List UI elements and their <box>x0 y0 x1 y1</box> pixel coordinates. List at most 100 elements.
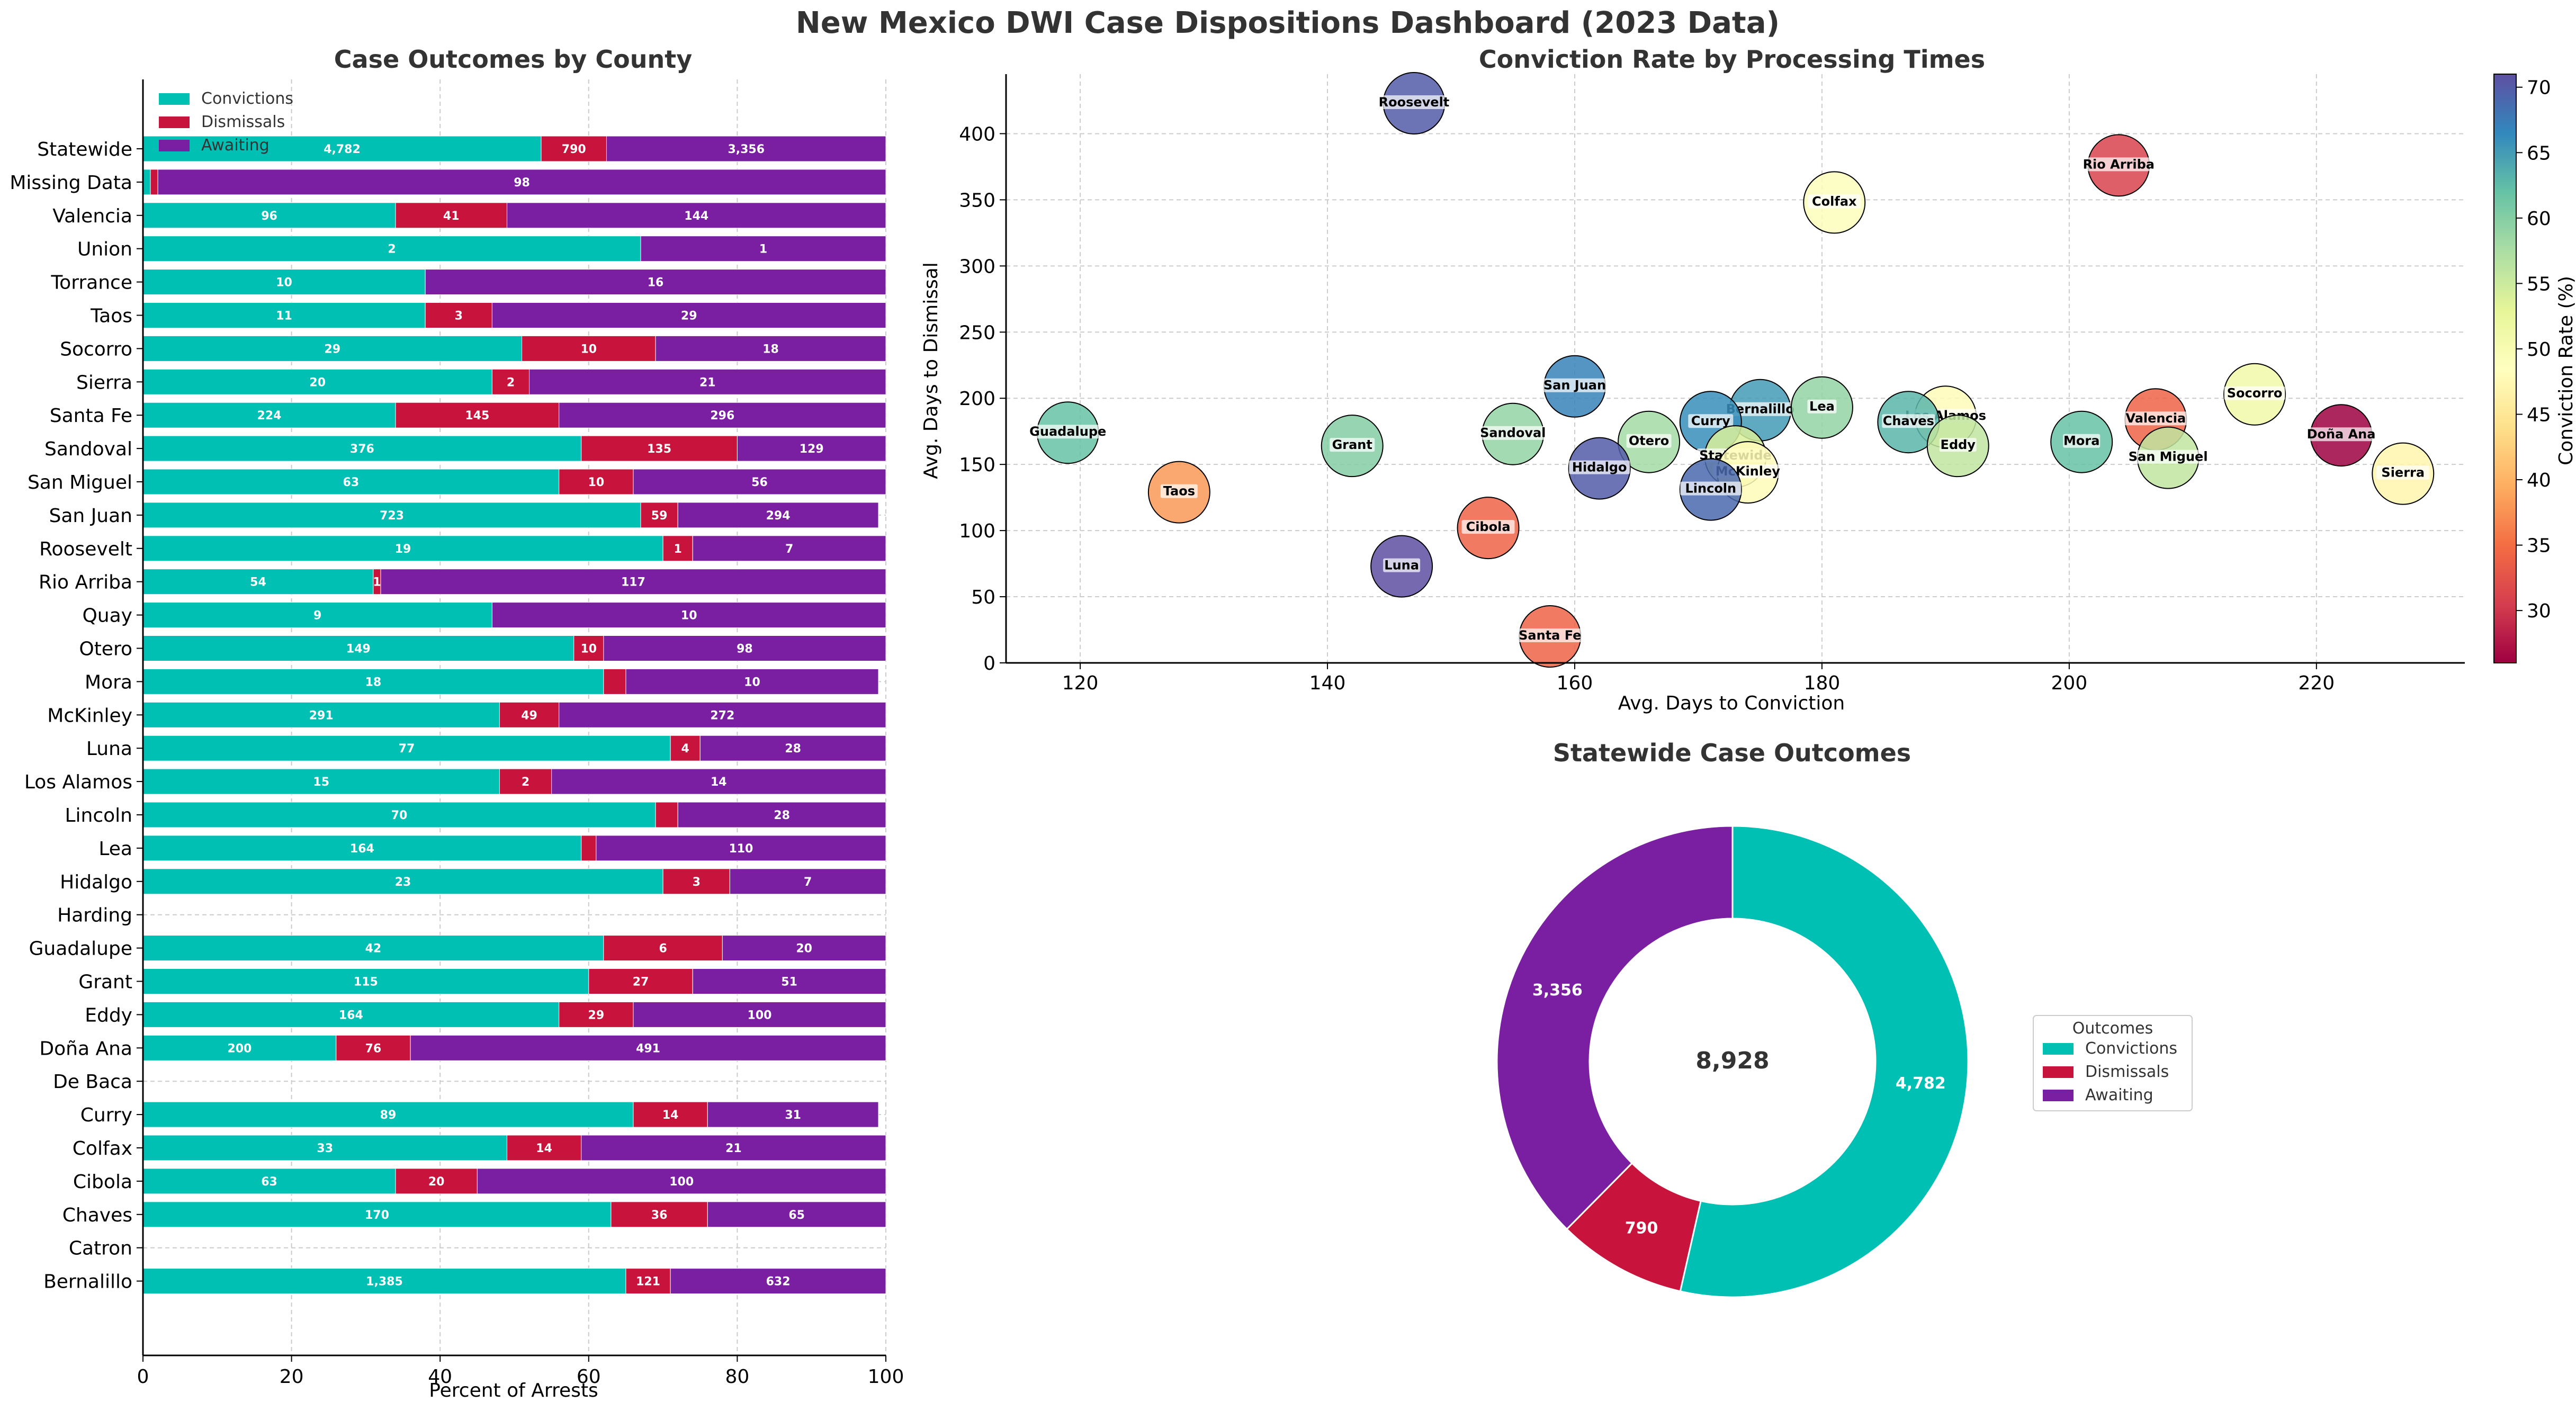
bar-segment-awaiting <box>677 502 879 528</box>
bar-x-tick-label: 20 <box>280 1366 304 1388</box>
bar-segment-awaiting <box>692 968 886 994</box>
bar-value-label: 29 <box>681 310 697 323</box>
donut-legend-title: Outcomes <box>2072 1019 2153 1038</box>
bar-value-label: 70 <box>391 809 408 822</box>
donut-slice-value: 3,356 <box>1532 981 1583 1000</box>
bar-chart-legend: Convictions Dismissals Awaiting <box>159 89 293 155</box>
bar-segment-awaiting <box>633 469 886 495</box>
bar-value-label: 135 <box>647 443 671 456</box>
bar-segment-awaiting <box>559 702 886 728</box>
bar-segment-awaiting <box>699 735 886 761</box>
bar-value-label: 4 <box>681 742 689 756</box>
bar-segment-convictions <box>142 768 500 795</box>
bubble-label: Chaves <box>1883 414 1934 428</box>
bubble-label: Sandoval <box>1480 426 1546 441</box>
bar-segment-dismissals <box>499 702 560 728</box>
county-label: Luna <box>86 738 132 760</box>
bar-segment-dismissals <box>395 402 560 428</box>
bubble-label-background <box>1688 414 1734 428</box>
bar-segment-dismissals <box>603 935 723 961</box>
scatter-y-tick-label: 50 <box>971 587 995 608</box>
donut-legend-label-convictions: Convictions <box>2085 1039 2177 1058</box>
bubble-label-background <box>1939 438 1977 452</box>
bar-value-label: 129 <box>800 443 824 456</box>
bar-segment-awaiting <box>380 569 886 595</box>
bubble-label: San Miguel <box>2129 450 2208 464</box>
bar-x-axis-label: Percent of Arrests <box>429 1380 598 1401</box>
bar-segment-awaiting <box>506 202 886 229</box>
bar-segment-convictions <box>142 169 151 195</box>
scatter-y-axis-label: Avg. Days to Dismissal <box>920 262 942 479</box>
bar-segment-awaiting <box>551 768 886 795</box>
bar-value-label: 42 <box>365 942 382 956</box>
county-label: Curry <box>80 1104 132 1126</box>
bar-segment-dismissals <box>336 1035 411 1061</box>
bar-value-label: 14 <box>711 776 727 789</box>
bar-value-label: 790 <box>562 143 586 156</box>
bar-value-label: 9 <box>313 609 321 623</box>
processing-times-chart: Conviction Rate by Processing Times Roos… <box>920 45 2576 714</box>
bar-segment-awaiting <box>729 868 886 895</box>
bar-value-label: 296 <box>710 409 734 423</box>
bar-value-label: 632 <box>766 1275 791 1289</box>
legend-label-convictions: Convictions <box>201 89 293 108</box>
county-outcomes-chart: Case Outcomes by County 4,782 790 3,356989… <box>10 45 904 1401</box>
bubble-label: Roosevelt <box>1379 95 1450 110</box>
bubble-label-background <box>1375 95 1452 109</box>
bubble-label-background <box>2224 386 2285 400</box>
legend-swatch-awaiting <box>159 140 190 151</box>
bar-segment-convictions <box>142 735 671 761</box>
bar-segment-convictions <box>142 369 492 395</box>
bar-chart-axes: 0 20 40 60 80 100 Statewide Missing Data Valenci… <box>10 79 904 1388</box>
bar-value-label: 20 <box>428 1175 445 1189</box>
bar-segment-convictions <box>142 1001 560 1028</box>
bar-value-label: 2 <box>388 243 396 256</box>
bar-segment-dismissals <box>506 1135 582 1161</box>
bubble-label: Rio Arriba <box>2083 157 2155 172</box>
bar-value-label: 98 <box>737 643 753 656</box>
county-label: Grant <box>78 972 132 993</box>
county-label: Torrance <box>50 272 132 294</box>
bar-segment-dismissals <box>670 735 701 761</box>
bar-value-label: 491 <box>636 1042 660 1055</box>
bar-value-label: 20 <box>796 942 812 956</box>
bar-value-label: 149 <box>346 643 371 656</box>
bar-value-label: 4,782 <box>324 143 361 156</box>
bar-value-label: 2 <box>507 376 515 389</box>
county-label: Harding <box>57 905 132 927</box>
bar-value-label: 10 <box>588 476 605 489</box>
bar-value-label: 10 <box>580 643 597 656</box>
bubble-label-background <box>2076 157 2161 172</box>
bar-value-label: 41 <box>443 210 460 223</box>
colorbar-tick-label: 65 <box>2527 142 2551 164</box>
bar-value-label: 1,385 <box>366 1275 403 1289</box>
bubble-label-background <box>1626 434 1672 448</box>
bar-x-tick-label: 40 <box>428 1366 452 1388</box>
county-label: Sandoval <box>44 438 132 460</box>
bar-segment-awaiting <box>491 302 886 328</box>
bar-segment-convictions <box>142 435 582 462</box>
bar-value-label: 294 <box>766 509 791 523</box>
county-label: Union <box>77 239 132 260</box>
bubble-label-background <box>1029 425 1107 439</box>
statewide-outcomes-chart: Statewide Case Outcomes 4,782 790 3,356 8,… <box>1496 739 2193 1298</box>
bar-segment-convictions <box>142 1135 507 1161</box>
bar-value-label: 164 <box>350 842 374 856</box>
bar-value-label: 1 <box>674 543 682 556</box>
colorbar-tick-label: 30 <box>2527 600 2551 622</box>
county-label: Colfax <box>73 1138 132 1160</box>
bar-segment-awaiting <box>425 269 886 295</box>
bar-segment-convictions <box>142 1168 396 1194</box>
bar-segment-dismissals <box>655 802 678 828</box>
scatter-y-tick-label: 0 <box>983 653 995 675</box>
bar-value-label: 28 <box>785 742 801 756</box>
county-label: Roosevelt <box>39 538 132 560</box>
county-label: McKinley <box>47 705 132 726</box>
county-label: Valencia <box>52 205 132 227</box>
bubble-label: Lea <box>1809 399 1835 414</box>
bar-value-label: 3 <box>455 310 463 323</box>
bar-segment-dismissals <box>541 136 607 162</box>
bubble-label: Grant <box>1332 437 1372 452</box>
bar-x-tick-label: 100 <box>868 1366 904 1388</box>
